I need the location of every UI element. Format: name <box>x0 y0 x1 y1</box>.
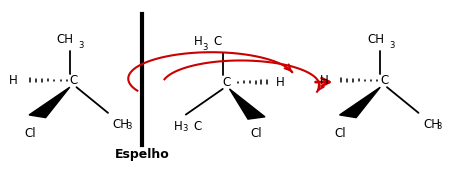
Text: H: H <box>194 35 202 48</box>
Text: CH: CH <box>423 118 440 131</box>
Text: Espelho: Espelho <box>114 148 169 161</box>
Text: C: C <box>223 76 231 89</box>
Text: H: H <box>174 120 182 133</box>
Text: H: H <box>320 74 328 87</box>
Text: 3: 3 <box>126 122 131 131</box>
Text: Cl: Cl <box>251 127 262 140</box>
Text: Cl: Cl <box>24 127 36 140</box>
Text: C: C <box>214 35 222 48</box>
Text: CH: CH <box>367 33 384 46</box>
Text: 3: 3 <box>202 43 208 52</box>
Text: C: C <box>70 74 78 87</box>
Polygon shape <box>340 87 380 118</box>
Polygon shape <box>29 87 70 118</box>
Text: 3: 3 <box>79 41 84 50</box>
Text: H: H <box>9 74 18 87</box>
Polygon shape <box>230 89 265 119</box>
Text: C: C <box>194 120 202 133</box>
Text: Cl: Cl <box>335 127 346 140</box>
Text: 3: 3 <box>182 124 188 133</box>
Text: C: C <box>380 74 388 87</box>
Text: CH: CH <box>112 118 130 131</box>
Text: 3: 3 <box>436 122 442 131</box>
Text: H: H <box>276 76 284 89</box>
Text: CH: CH <box>57 33 74 46</box>
Text: 3: 3 <box>389 41 395 50</box>
